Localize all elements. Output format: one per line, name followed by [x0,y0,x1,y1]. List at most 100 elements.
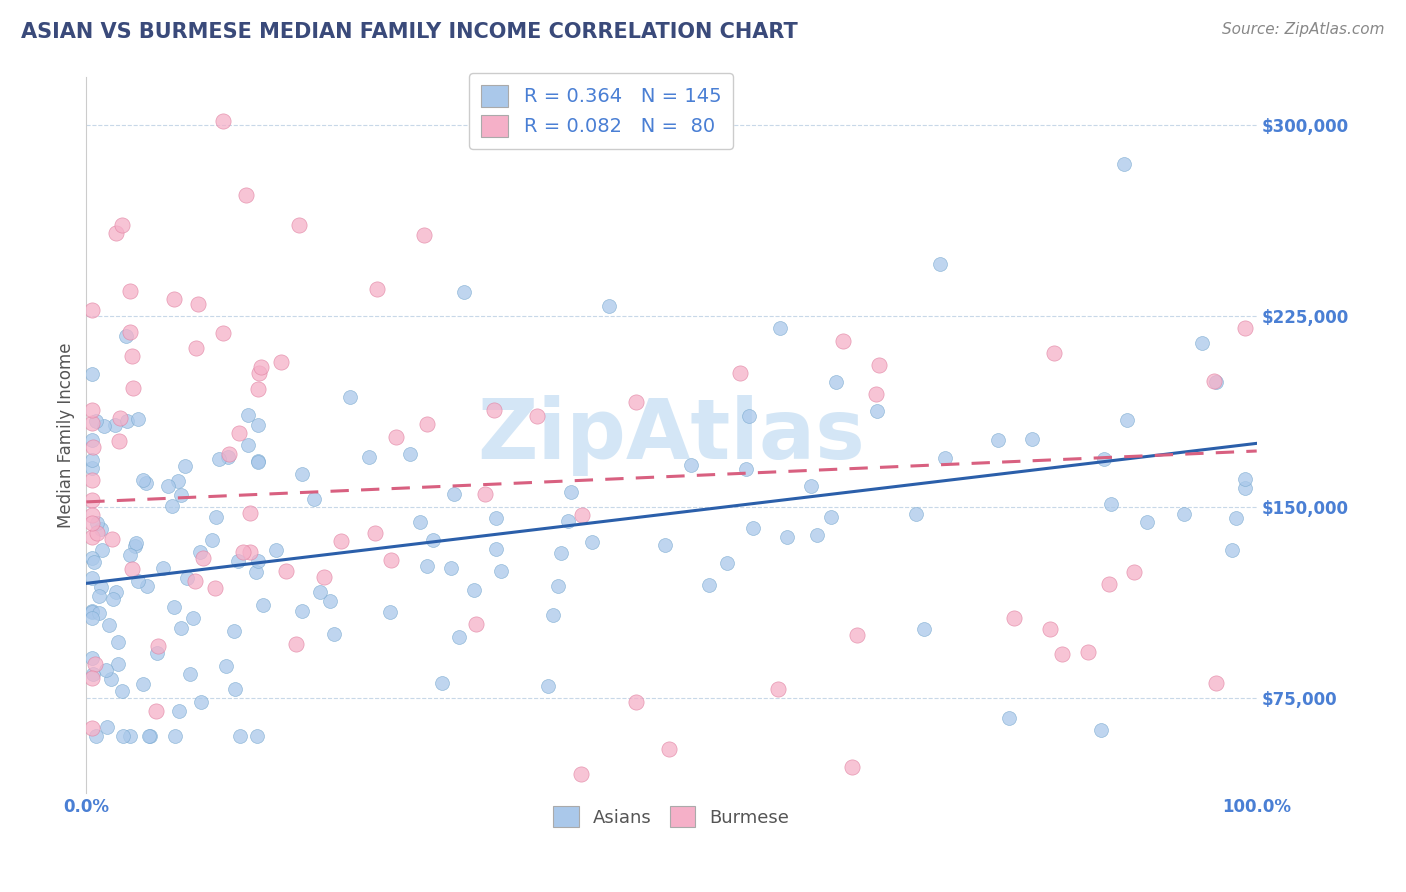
Point [380,552,402,566]
Point [105,226,128,240]
Point [865,387,887,401]
Point [110,684,132,698]
Point [832,334,855,348]
Point [84,414,107,428]
Point [1002,611,1025,625]
Point [82,611,104,625]
Point [184,341,207,355]
Point [557,514,579,528]
Point [82,530,104,544]
Point [214,658,236,673]
Point [998,711,1021,725]
Point [824,376,846,390]
Point [127,411,149,425]
Point [235,188,257,202]
Point [776,530,799,544]
Point [288,218,311,232]
Point [86,526,108,541]
Point [125,536,148,550]
Point [841,759,863,773]
Point [118,729,141,743]
Point [89,607,111,621]
Point [82,605,104,619]
Point [107,635,129,649]
Point [865,403,887,417]
Point [111,729,134,743]
Point [247,366,270,380]
Point [1173,507,1195,521]
Point [547,579,569,593]
Point [1021,432,1043,446]
Point [108,434,131,449]
Point [232,544,254,558]
Point [1077,645,1099,659]
Point [912,622,935,636]
Text: ASIAN VS BURMESE MEDIAN FAMILY INCOME CORRELATION CHART: ASIAN VS BURMESE MEDIAN FAMILY INCOME CO… [21,22,797,42]
Point [191,551,214,566]
Point [304,491,326,506]
Point [378,605,401,619]
Point [463,583,485,598]
Point [187,297,209,311]
Point [82,453,104,467]
Point [658,741,681,756]
Point [679,458,702,472]
Point [211,326,233,340]
Point [90,580,112,594]
Point [430,676,453,690]
Point [1136,516,1159,530]
Point [82,367,104,381]
Point [90,542,112,557]
Point [728,366,751,380]
Point [217,450,239,464]
Point [440,561,463,575]
Point [489,564,512,578]
Point [366,282,388,296]
Point [170,621,193,635]
Point [82,461,104,475]
Point [226,554,249,568]
Point [82,516,104,531]
Point [1220,542,1243,557]
Point [868,358,890,372]
Point [416,559,439,574]
Point [163,599,186,614]
Point [447,630,470,644]
Point [399,447,422,461]
Point [409,516,432,530]
Point [364,526,387,541]
Point [412,227,434,242]
Point [291,467,314,481]
Point [987,433,1010,447]
Point [152,560,174,574]
Point [526,409,548,424]
Point [229,729,252,743]
Point [96,720,118,734]
Point [86,516,108,530]
Point [1092,452,1115,467]
Point [169,488,191,502]
Point [82,493,104,508]
Point [82,722,104,736]
Point [135,475,157,490]
Point [1205,375,1227,389]
Point [246,454,269,468]
Point [83,555,105,569]
Point [100,532,122,546]
Point [246,729,269,743]
Point [224,624,246,638]
Point [766,681,789,696]
Point [846,628,869,642]
Point [422,533,444,547]
Point [250,360,273,375]
Point [82,571,104,585]
Point [121,349,143,363]
Point [1225,510,1247,524]
Point [560,485,582,500]
Point [270,354,292,368]
Point [127,574,149,589]
Point [738,409,761,423]
Point [138,729,160,743]
Point [138,729,160,743]
Point [124,539,146,553]
